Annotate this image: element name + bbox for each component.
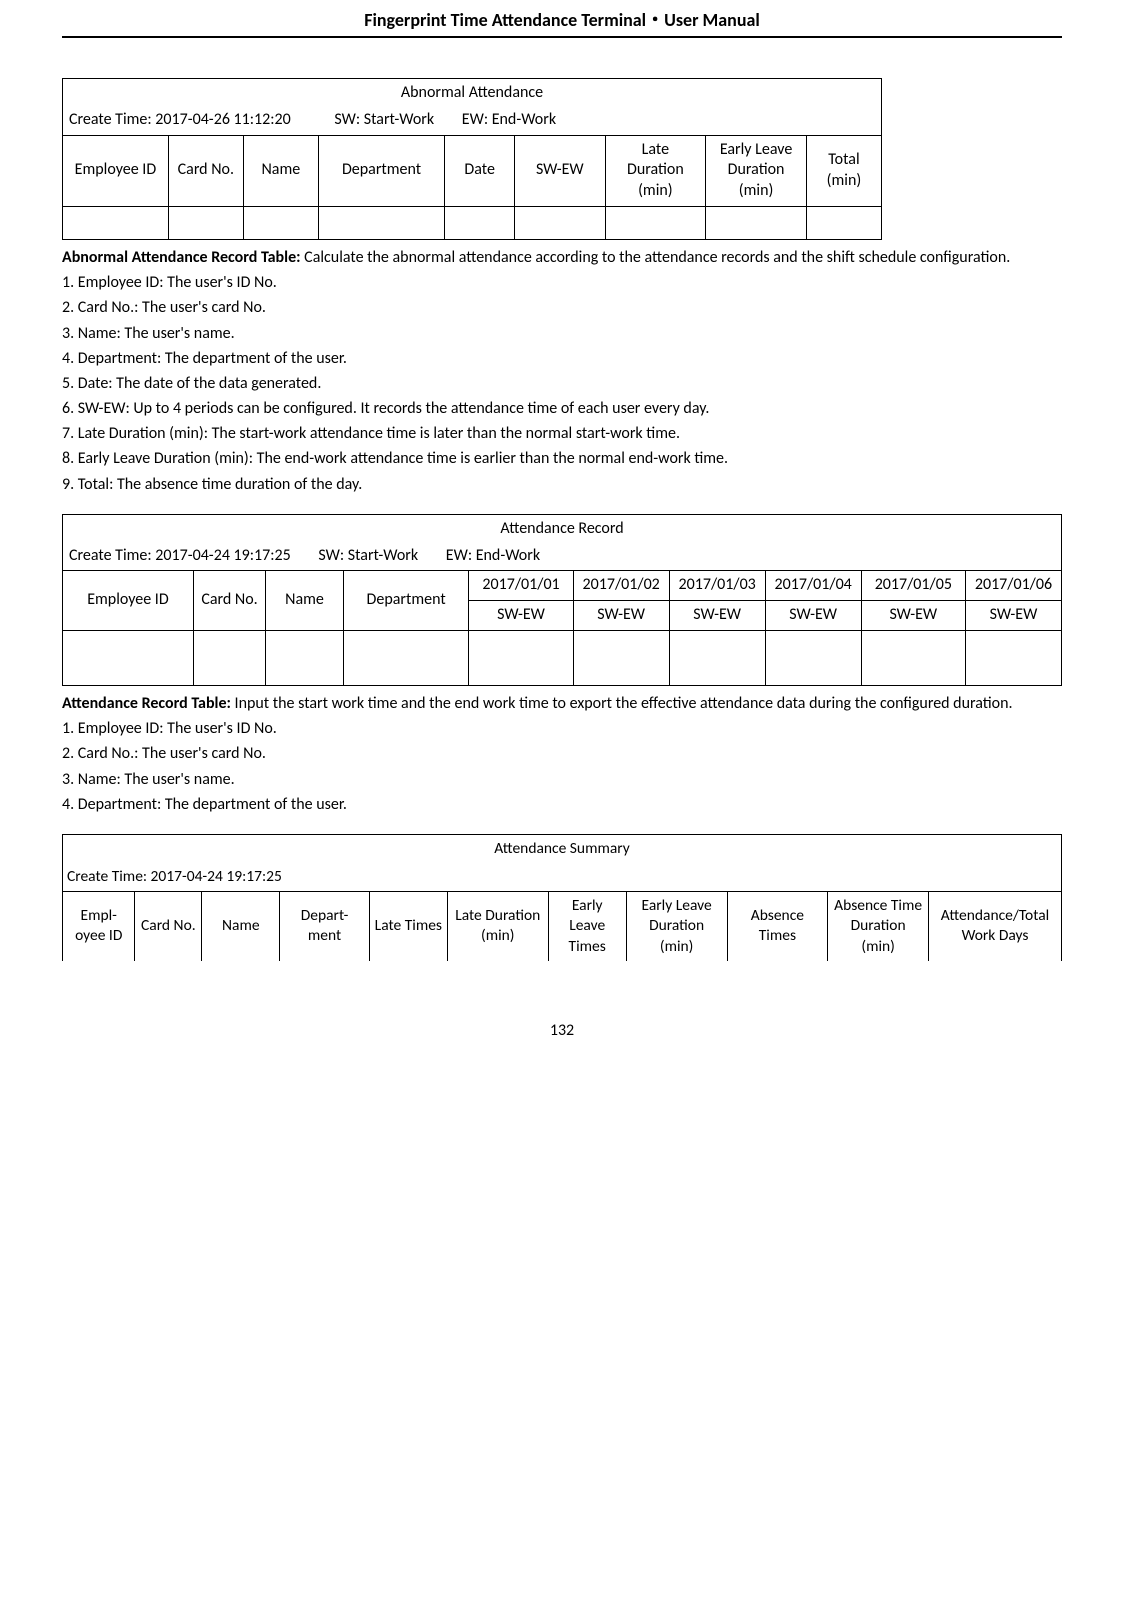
t3-col: Absence Times bbox=[727, 892, 828, 961]
t3-col: Attendance/Total Work Days bbox=[929, 892, 1062, 961]
t1-info: Create Time: 2017-04-26 11:12:20 SW: Sta… bbox=[63, 108, 882, 135]
t1-lead-t: Calculate the abnormal attendance accord… bbox=[301, 248, 1011, 267]
t1-create: Create Time: 2017-04-26 11:12:20 bbox=[69, 110, 291, 129]
t2-col: Employee ID bbox=[63, 571, 194, 631]
t3-col: Depart-ment bbox=[280, 892, 369, 961]
t1-col: Name bbox=[243, 135, 318, 206]
t3-title: Attendance Summary bbox=[63, 834, 1062, 863]
t2-swew: SW-EW bbox=[469, 601, 573, 631]
t2-item: 2. Card No.: The user's card No. bbox=[62, 742, 1062, 765]
t1-col: Total (min) bbox=[806, 135, 881, 206]
t1-lead: Abnormal Attendance Record Table: Calcul… bbox=[62, 246, 1062, 269]
t1-header-row: Employee ID Card No. Name Department Dat… bbox=[63, 135, 882, 206]
t2-item: 1. Employee ID: The user's ID No. bbox=[62, 717, 1062, 740]
t1-item: 2. Card No.: The user's card No. bbox=[62, 296, 1062, 319]
t2-item: 4. Department: The department of the use… bbox=[62, 793, 1062, 816]
t3-info: Create Time: 2017-04-24 19:17:25 bbox=[63, 863, 1062, 892]
t3-col: Card No. bbox=[135, 892, 202, 961]
t2-swew: SW-EW bbox=[861, 601, 965, 631]
t2-title: Attendance Record bbox=[63, 514, 1062, 543]
t1-col: Late Duration (min) bbox=[605, 135, 706, 206]
page-number: 132 bbox=[62, 1021, 1062, 1040]
t1-ew: EW: End-Work bbox=[462, 110, 556, 129]
abnormal-attendance-table: Abnormal Attendance Create Time: 2017-04… bbox=[62, 78, 882, 240]
t3-col: Empl-oyee ID bbox=[63, 892, 135, 961]
t2-col: Card No. bbox=[193, 571, 265, 631]
t1-item: 3. Name: The user's name. bbox=[62, 322, 1062, 345]
t1-item: 6. SW-EW: Up to 4 periods can be configu… bbox=[62, 397, 1062, 420]
t1-item: 9. Total: The absence time duration of t… bbox=[62, 473, 1062, 496]
t1-empty-row bbox=[63, 206, 882, 239]
t2-lead-b: Attendance Record Table: bbox=[62, 694, 231, 713]
t2-date: 2017/01/06 bbox=[965, 571, 1061, 601]
t3-header-row: Empl-oyee ID Card No. Name Depart-ment L… bbox=[63, 892, 1062, 961]
attendance-summary-table: Attendance Summary Create Time: 2017-04-… bbox=[62, 834, 1062, 961]
t2-swew: SW-EW bbox=[965, 601, 1061, 631]
t2-date: 2017/01/02 bbox=[573, 571, 669, 601]
attendance-record-table: Attendance Record Create Time: 2017-04-2… bbox=[62, 514, 1062, 686]
t1-lead-b: Abnormal Attendance Record Table: bbox=[62, 248, 301, 267]
t1-title: Abnormal Attendance bbox=[63, 79, 882, 108]
t2-swew: SW-EW bbox=[573, 601, 669, 631]
t2-swew: SW-EW bbox=[765, 601, 861, 631]
t2-lead: Attendance Record Table: Input the start… bbox=[62, 692, 1062, 715]
t2-create: Create Time: 2017-04-24 19:17:25 bbox=[69, 546, 291, 565]
t1-item: 8. Early Leave Duration (min): The end-w… bbox=[62, 447, 1062, 470]
t1-col: Date bbox=[445, 135, 515, 206]
t2-date: 2017/01/05 bbox=[861, 571, 965, 601]
t3-col: Absence Time Duration (min) bbox=[828, 892, 929, 961]
t2-lead-t: Input the start work time and the end wo… bbox=[231, 694, 1013, 713]
t1-item: 4. Department: The department of the use… bbox=[62, 347, 1062, 370]
t1-item: 7. Late Duration (min): The start-work a… bbox=[62, 422, 1062, 445]
t2-info: Create Time: 2017-04-24 19:17:25 SW: Sta… bbox=[63, 544, 1062, 571]
t2-col: Name bbox=[266, 571, 344, 631]
t2-col: Department bbox=[343, 571, 469, 631]
t2-date: 2017/01/03 bbox=[669, 571, 765, 601]
t3-col: Late Duration (min) bbox=[447, 892, 548, 961]
t1-col: Early Leave Duration (min) bbox=[706, 135, 807, 206]
t1-col: Employee ID bbox=[63, 135, 169, 206]
t3-col: Name bbox=[202, 892, 280, 961]
t2-item: 3. Name: The user's name. bbox=[62, 768, 1062, 791]
t3-col: Early Leave Duration (min) bbox=[626, 892, 727, 961]
t1-col: Department bbox=[318, 135, 444, 206]
t1-col: SW-EW bbox=[515, 135, 605, 206]
t2-swew: SW-EW bbox=[669, 601, 765, 631]
t3-col: Late Times bbox=[369, 892, 447, 961]
t2-ew: EW: End-Work bbox=[446, 546, 540, 565]
t2-date: 2017/01/04 bbox=[765, 571, 861, 601]
page-header: Fingerprint Time Attendance Terminal・Use… bbox=[62, 0, 1062, 38]
t2-empty-row bbox=[63, 631, 1062, 686]
t2-date: 2017/01/01 bbox=[469, 571, 573, 601]
t1-item: 5. Date: The date of the data generated. bbox=[62, 372, 1062, 395]
t3-create: Create Time: 2017-04-24 19:17:25 bbox=[67, 867, 282, 886]
t3-col: Early Leave Times bbox=[548, 892, 626, 961]
t1-sw: SW: Start-Work bbox=[334, 110, 434, 129]
t2-sw: SW: Start-Work bbox=[318, 546, 418, 565]
t2-header-row1: Employee ID Card No. Name Department 201… bbox=[63, 571, 1062, 601]
t1-col: Card No. bbox=[168, 135, 243, 206]
t1-item: 1. Employee ID: The user's ID No. bbox=[62, 271, 1062, 294]
